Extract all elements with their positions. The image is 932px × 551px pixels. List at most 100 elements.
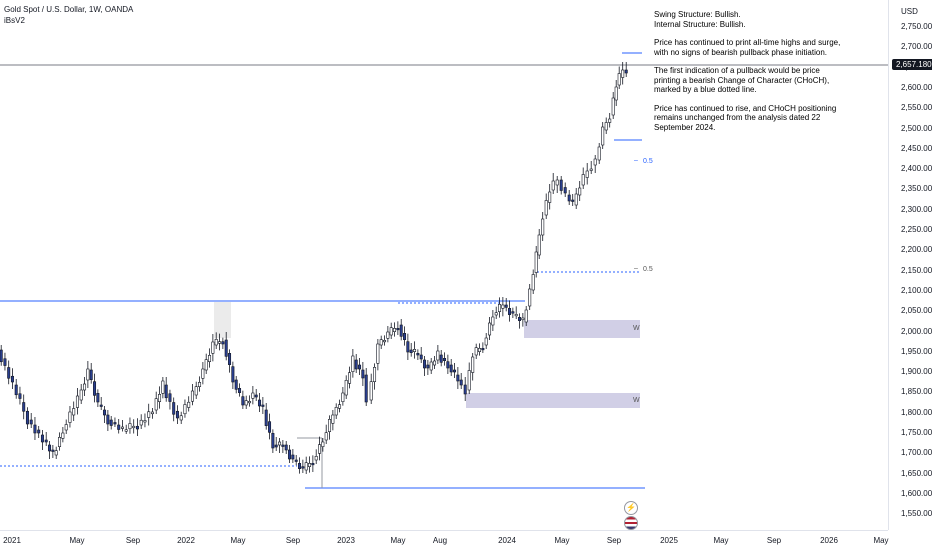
- bullish-candle: [593, 158, 597, 166]
- bullish-candle: [521, 317, 525, 320]
- bearish-candle: [172, 402, 176, 415]
- bullish-candle: [244, 400, 248, 406]
- candles-group: [0, 62, 628, 474]
- bearish-candle: [443, 358, 447, 361]
- price-tick-label: 1,800.000: [901, 407, 932, 417]
- candlestick-chart[interactable]: [0, 0, 888, 530]
- bearish-candle: [354, 359, 358, 370]
- swing-structure-text: Swing Structure: Bullish.: [654, 10, 741, 19]
- bullish-candle: [478, 348, 482, 352]
- bullish-candle: [190, 390, 194, 402]
- price-tick-label: 2,050.000: [901, 306, 932, 316]
- bearish-candle: [406, 341, 410, 353]
- price-tick-label: 2,550.000: [901, 103, 932, 113]
- bullish-candle: [61, 432, 65, 439]
- bearish-candle: [301, 466, 305, 469]
- bearish-candle: [518, 317, 522, 321]
- bearish-candle: [511, 311, 515, 314]
- bearish-candle: [274, 444, 278, 448]
- bearish-candle: [403, 333, 407, 340]
- bullish-candle: [321, 441, 325, 447]
- currency-label: USD: [901, 7, 918, 16]
- price-tick-label: 2,350.000: [901, 184, 932, 194]
- bullish-candle: [578, 187, 582, 196]
- bearish-candle: [624, 69, 628, 74]
- bearish-candle: [14, 384, 18, 396]
- bearish-candle: [234, 379, 238, 390]
- bullish-candle: [484, 337, 488, 346]
- bearish-candle: [44, 439, 48, 443]
- bullish-candle: [597, 146, 601, 161]
- price-tick-label: 2,300.000: [901, 204, 932, 214]
- bearish-candle: [22, 402, 26, 412]
- bullish-candle: [54, 450, 58, 456]
- bullish-candle: [341, 392, 345, 402]
- time-tick-label: Sep: [125, 536, 141, 545]
- bullish-candle: [604, 122, 608, 131]
- bullish-candle: [150, 411, 154, 415]
- price-axis[interactable]: USD 2,750.0002,700.0002,650.0002,600.000…: [888, 0, 932, 530]
- bullish-candle: [72, 408, 76, 416]
- bullish-candle: [64, 424, 68, 431]
- bearish-candle: [364, 374, 368, 403]
- lightning-icon[interactable]: ⚡: [624, 501, 638, 515]
- bullish-candle: [344, 380, 348, 396]
- bullish-candle: [491, 316, 495, 326]
- bullish-candle: [376, 343, 380, 364]
- bullish-candle: [514, 314, 518, 317]
- bearish-candle: [37, 429, 41, 434]
- bearish-candle: [419, 354, 423, 360]
- time-tick-label: 2025: [660, 536, 678, 545]
- bullish-candle: [488, 322, 492, 336]
- us-flag-icon[interactable]: [624, 516, 638, 530]
- price-tick-label: 2,250.000: [901, 225, 932, 234]
- price-tick-label: 2,500.000: [901, 123, 932, 133]
- time-tick-label: May: [873, 536, 889, 545]
- bullish-candle: [124, 429, 128, 432]
- bullish-candle: [611, 97, 615, 116]
- bearish-candle: [311, 463, 315, 466]
- bullish-candle: [314, 456, 318, 461]
- note-paragraph-2: The first indication of a pullback would…: [654, 66, 830, 94]
- fib-label-lower: 0.5: [643, 266, 653, 273]
- bullish-candle: [494, 312, 498, 316]
- bearish-candle: [51, 449, 55, 452]
- bullish-candle: [389, 327, 393, 336]
- bearish-candle: [399, 324, 403, 337]
- bearish-candle: [89, 369, 93, 380]
- bearish-candle: [463, 384, 467, 395]
- time-tick-label: May: [390, 536, 406, 545]
- indicator-label[interactable]: iBsV2: [4, 16, 25, 25]
- price-tick-label: 1,700.000: [901, 448, 932, 458]
- bullish-candle: [161, 380, 165, 394]
- time-axis[interactable]: 2021 May Sep 2022 May Sep 2023 May Aug 2024 May Sep…: [0, 530, 889, 551]
- bullish-candle: [324, 432, 328, 441]
- symbol-title[interactable]: Gold Spot / U.S. Dollar, 1W, OANDA: [4, 5, 134, 14]
- bullish-candle: [75, 395, 79, 408]
- time-tick-label: 2022: [177, 536, 195, 545]
- chart-area[interactable]: Gold Spot / U.S. Dollar, 1W, OANDA iBsV2…: [0, 0, 888, 530]
- bearish-candle: [361, 369, 365, 379]
- bearish-candle: [508, 308, 512, 315]
- bearish-candle: [416, 353, 420, 356]
- bullish-candle: [608, 118, 612, 123]
- order-block-lower: [466, 393, 640, 408]
- time-tick-label: Aug: [432, 536, 448, 545]
- bearish-candle: [96, 393, 100, 403]
- price-tick-label: 2,100.000: [901, 285, 932, 295]
- note-paragraph-1: Price has continued to print all-time hi…: [654, 38, 841, 57]
- bullish-candle: [541, 218, 545, 236]
- bullish-candle: [214, 339, 218, 346]
- bearish-candle: [571, 199, 575, 202]
- bullish-candle: [386, 331, 390, 339]
- bullish-candle: [204, 359, 208, 371]
- bearish-candle: [93, 381, 97, 396]
- bullish-candle: [474, 347, 478, 356]
- time-tick-label: Sep: [766, 536, 782, 545]
- bullish-candle: [369, 381, 373, 401]
- bullish-candle: [338, 404, 342, 409]
- bullish-candle: [544, 200, 548, 216]
- bullish-candle: [304, 462, 308, 471]
- bullish-candle: [433, 360, 437, 366]
- bullish-candle: [614, 86, 618, 101]
